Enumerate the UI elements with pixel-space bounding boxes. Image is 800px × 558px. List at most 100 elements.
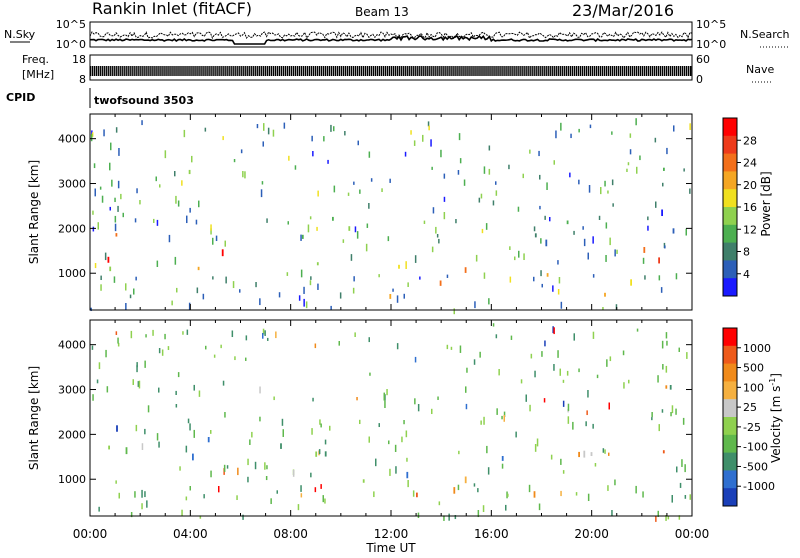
data-cell (678, 347, 680, 352)
data-cell (404, 151, 407, 157)
colorbar-swatch (723, 381, 737, 400)
data-cell (630, 279, 632, 286)
data-cell (262, 328, 265, 335)
data-cell (669, 385, 672, 390)
freq-bar (294, 66, 297, 76)
freq-bar (573, 66, 576, 76)
data-cell (158, 348, 161, 354)
data-cell (562, 470, 565, 474)
data-cell (508, 164, 510, 170)
freq-bar (595, 66, 598, 76)
freq-bar (663, 66, 666, 76)
freq-bar (561, 66, 563, 76)
freq-bar (519, 66, 521, 76)
freq-bar (190, 66, 192, 76)
freq-bar (475, 66, 477, 76)
freq-bar (368, 66, 371, 76)
data-cell (455, 219, 457, 224)
data-cell (657, 375, 659, 383)
data-cell (560, 490, 562, 497)
data-cell (517, 206, 520, 212)
freq-bar (411, 66, 413, 76)
data-cell (256, 124, 259, 129)
data-cell (115, 480, 117, 484)
freq-bar (657, 66, 660, 76)
freq-bar (483, 66, 485, 76)
data-cell (264, 330, 266, 336)
data-cell (541, 283, 543, 288)
freq-bar (266, 66, 268, 76)
data-cell (122, 212, 124, 218)
data-cell (231, 330, 234, 338)
data-cell (212, 276, 214, 280)
freq-bar (240, 66, 242, 76)
freq-bar (366, 66, 369, 76)
power-y-label: Slant Range [km] (27, 160, 41, 264)
data-cell (443, 173, 446, 179)
data-cell (324, 498, 326, 504)
freq-bar (409, 66, 411, 76)
freq-bar (597, 66, 600, 76)
data-cell (689, 188, 691, 194)
freq-bar (356, 66, 359, 76)
freq-bar (395, 66, 397, 76)
data-cell (412, 490, 415, 497)
data-cell (550, 454, 553, 460)
data-cell (681, 459, 683, 467)
data-cell (120, 193, 122, 200)
noise-search-trace (89, 31, 693, 40)
freq-bar (563, 66, 565, 76)
data-cell (529, 149, 531, 154)
data-cell (389, 294, 392, 299)
data-cell (117, 337, 119, 344)
freq-bar (633, 66, 636, 76)
freq-bar (565, 66, 567, 76)
freq-bar (104, 66, 106, 76)
data-cell (682, 417, 685, 425)
freq-bar (431, 66, 433, 76)
freq-bar (328, 66, 331, 76)
freq-bar (208, 66, 210, 76)
data-cell (282, 429, 284, 437)
freq-bar (509, 66, 511, 76)
data-cell (109, 266, 112, 272)
x-tick-label: 08:00 (273, 527, 308, 541)
data-cell (566, 370, 569, 376)
freq-bar (535, 66, 537, 76)
freq-bar (298, 66, 301, 76)
freq-bar (260, 66, 262, 76)
data-cell (383, 392, 385, 401)
data-cell (309, 280, 312, 286)
cpid-panel: CPID twofsound 3503 (6, 88, 194, 108)
freq-bar (473, 66, 475, 76)
freq-bar (423, 66, 425, 76)
freq-bar (386, 66, 389, 76)
noise-right-label: N.Search (740, 28, 790, 41)
freq-bar (559, 66, 561, 76)
data-cell (492, 200, 495, 206)
data-cell (466, 367, 468, 373)
freq-bar (609, 66, 612, 76)
freq-bar (471, 66, 473, 76)
data-cell (305, 301, 308, 309)
data-cell (245, 335, 248, 341)
freq-bar (360, 66, 363, 76)
freq-bar (555, 66, 557, 76)
freq-bar (120, 66, 122, 76)
data-cell (329, 425, 331, 431)
data-cell (223, 464, 226, 472)
power-x-ticks (89, 114, 693, 310)
freq-bar (304, 66, 307, 76)
freq-bar (290, 66, 293, 76)
data-cell (110, 142, 112, 151)
data-cell (111, 179, 113, 187)
freq-bar (204, 66, 206, 76)
data-cell (453, 487, 456, 494)
data-cell (188, 302, 191, 310)
freq-bar (232, 66, 234, 76)
freq-bar (583, 66, 586, 76)
freq-bar (491, 66, 493, 76)
data-cell (392, 288, 394, 292)
data-cell (348, 226, 351, 231)
